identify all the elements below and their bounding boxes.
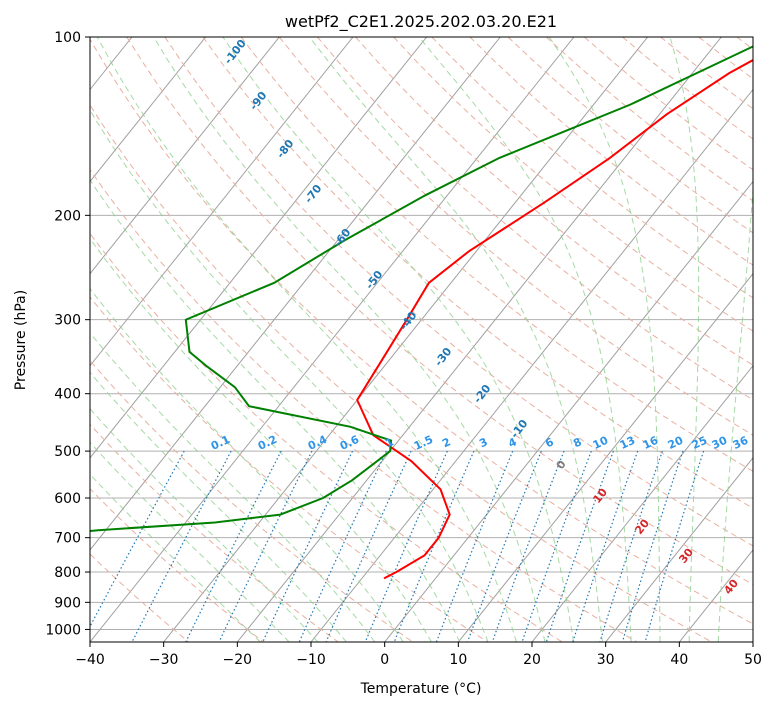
y-tick-label: 600 [54, 491, 81, 507]
mixing-ratio-lines [90, 450, 705, 642]
dry-adiabat [431, 37, 753, 299]
profile-trace [90, 45, 753, 533]
x-tick-label: 20 [523, 652, 541, 668]
x-tick-label: −40 [75, 652, 105, 668]
y-tick-label: 100 [54, 30, 81, 46]
mixing-ratio-line [393, 450, 475, 642]
x-tick-label: −10 [296, 652, 326, 668]
mixing-ratio-line [298, 450, 387, 642]
moist-adiabat [90, 473, 261, 642]
moist-adiabat [96, 37, 517, 642]
moist-adiabat [669, 37, 700, 642]
mixing-ratio-line [644, 450, 705, 642]
moist-adiabat [90, 237, 432, 642]
mixing-ratio-line [435, 450, 514, 642]
x-tick-label: 50 [744, 652, 762, 668]
mixing-ratio-label: 16 [641, 434, 661, 452]
x-tick-label: 40 [670, 652, 688, 668]
moist-adiabat [222, 37, 575, 642]
mixing-ratio-line [466, 450, 542, 642]
mixing-ratio-line [90, 450, 185, 628]
isotherm-line [90, 37, 354, 367]
plot-frame [89, 36, 754, 643]
isotherm-line [90, 37, 428, 459]
dry-adiabat [90, 359, 414, 642]
moist-adiabat [90, 109, 489, 642]
skewed-isotherms [90, 37, 753, 642]
mixing-ratio-label: 36 [731, 434, 751, 452]
mixing-ratio-line [599, 450, 663, 642]
isotherm-line [236, 37, 722, 642]
isotherm-line [163, 37, 649, 642]
y-axis: 100 200 300 400 500 600 700 800 900 1000 [45, 30, 90, 638]
isotherm-line [384, 180, 753, 642]
mixing-ratio-label: 25 [690, 434, 709, 452]
y-tick-label: 800 [54, 565, 81, 581]
mixing-ratio-label: 13 [618, 434, 637, 452]
moist-adiabats [90, 37, 753, 642]
mixing-ratio-line [491, 450, 565, 642]
moist-adiabat [548, 37, 661, 642]
dry-adiabat [90, 38, 753, 625]
isotherm-line [90, 37, 207, 183]
y-tick-label: 300 [54, 313, 81, 329]
mixing-ratio-label: 10 [591, 434, 611, 452]
mixing-ratio-label: 30 [710, 434, 730, 452]
dry-adiabat [164, 37, 753, 547]
mixing-ratio-line [131, 450, 232, 642]
dry-adiabat [90, 104, 712, 642]
moist-adiabat [90, 371, 347, 642]
y-tick-label: 500 [54, 444, 81, 460]
mixing-ratio-label: 20 [666, 434, 686, 452]
x-tick-label: 0 [380, 652, 389, 668]
dry-adiabat [90, 488, 264, 642]
isotherm-line [310, 88, 753, 642]
moist-adiabat [717, 181, 753, 642]
y-axis-title: Pressure (hPa) [13, 290, 29, 390]
x-tick-label: −30 [149, 652, 179, 668]
moist-adiabat [309, 37, 603, 642]
isotherm-line [90, 37, 575, 642]
isotherm-line [457, 272, 753, 642]
mixing-ratio-line [218, 450, 313, 642]
moist-adiabat [90, 287, 404, 642]
dry-adiabat [126, 37, 753, 586]
isotherm-line [90, 37, 501, 551]
isotherm-line [605, 457, 753, 642]
chart-title: wetPf2_C2E1.2025.202.03.20.E21 [285, 12, 557, 32]
isotherm-line [531, 364, 753, 642]
profile-trace [356, 58, 753, 580]
mixing-ratio-line [262, 450, 354, 642]
y-tick-label: 900 [54, 595, 81, 611]
moist-adiabat [418, 37, 632, 642]
y-tick-label: 400 [54, 387, 81, 403]
moist-adiabat [90, 332, 376, 642]
dry-adiabat [202, 37, 753, 509]
y-tick-label: 700 [54, 531, 81, 547]
profile-traces [90, 45, 753, 580]
moist-adiabat [90, 441, 290, 642]
y-tick-label: 1000 [45, 622, 81, 638]
mixing-ratio-line [521, 450, 592, 642]
dry-adiabat [90, 168, 638, 642]
dry-adiabat [90, 296, 488, 642]
x-tick-label: 30 [597, 652, 615, 668]
y-tick-label: 200 [54, 208, 81, 224]
x-tick-label: −20 [223, 652, 253, 668]
mixing-ratio-line [572, 450, 639, 642]
dry-adiabat [393, 37, 753, 332]
dry-adiabat [240, 37, 753, 472]
mixing-ratio-line [185, 450, 282, 642]
plot-area [90, 37, 753, 642]
x-tick-label: 10 [449, 652, 467, 668]
x-axis-title: Temperature (°C) [360, 681, 482, 697]
x-axis: −40 −30 −20 −10 0 10 20 30 40 50 [75, 642, 762, 668]
moist-adiabat [153, 37, 546, 642]
isotherm-line [90, 37, 280, 275]
